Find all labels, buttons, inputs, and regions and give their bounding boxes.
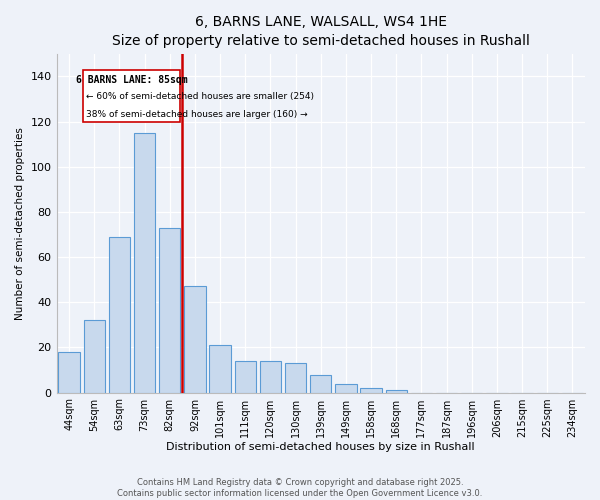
Bar xyxy=(134,133,155,392)
Bar xyxy=(285,363,307,392)
Text: Contains HM Land Registry data © Crown copyright and database right 2025.
Contai: Contains HM Land Registry data © Crown c… xyxy=(118,478,482,498)
Bar xyxy=(310,374,331,392)
Y-axis label: Number of semi-detached properties: Number of semi-detached properties xyxy=(15,127,25,320)
Bar xyxy=(361,388,382,392)
Bar xyxy=(209,345,231,393)
Text: ← 60% of semi-detached houses are smaller (254): ← 60% of semi-detached houses are smalle… xyxy=(86,92,314,101)
FancyBboxPatch shape xyxy=(83,70,181,122)
Bar xyxy=(260,361,281,392)
Title: 6, BARNS LANE, WALSALL, WS4 1HE
Size of property relative to semi-detached house: 6, BARNS LANE, WALSALL, WS4 1HE Size of … xyxy=(112,15,530,48)
Text: 38% of semi-detached houses are larger (160) →: 38% of semi-detached houses are larger (… xyxy=(86,110,308,120)
Bar xyxy=(335,384,356,392)
X-axis label: Distribution of semi-detached houses by size in Rushall: Distribution of semi-detached houses by … xyxy=(166,442,475,452)
Bar xyxy=(386,390,407,392)
Bar xyxy=(184,286,206,393)
Bar xyxy=(83,320,105,392)
Bar xyxy=(58,352,80,393)
Bar xyxy=(235,361,256,392)
Bar xyxy=(109,237,130,392)
Text: 6 BARNS LANE: 85sqm: 6 BARNS LANE: 85sqm xyxy=(76,76,187,86)
Bar xyxy=(159,228,181,392)
